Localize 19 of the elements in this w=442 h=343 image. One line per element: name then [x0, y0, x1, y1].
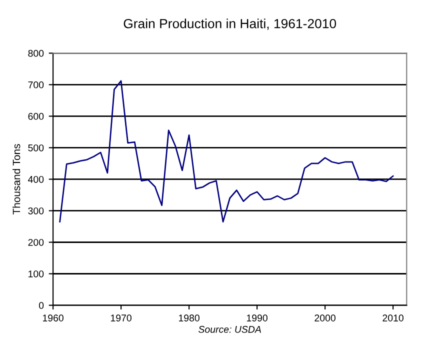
y-tick-label: 800: [28, 50, 44, 57]
y-tick-label: 100: [28, 270, 44, 278]
y-tick-label: 0: [38, 302, 44, 309]
x-tick-label: 1970: [110, 314, 132, 322]
y-tick-label: 700: [28, 81, 44, 88]
line-series: [59, 80, 394, 222]
y-tick-label: 200: [28, 238, 44, 246]
x-tick-label: 1980: [178, 314, 200, 322]
x-tick-label: 1960: [42, 314, 64, 322]
chart-title: Grain Production in Haiti, 1961-2010: [124, 18, 336, 30]
x-tick-label: 2010: [382, 314, 404, 322]
source-note: Source: USDA: [198, 326, 261, 333]
y-tick-label: 300: [28, 207, 44, 214]
y-tick-label: 600: [28, 112, 44, 120]
x-tick-label: 2000: [314, 314, 336, 322]
y-axis-title: Thousand Tons: [12, 144, 20, 214]
y-tick-label: 400: [28, 176, 44, 183]
y-tick-label: 500: [28, 144, 44, 152]
x-tick-label: 1990: [246, 314, 268, 322]
